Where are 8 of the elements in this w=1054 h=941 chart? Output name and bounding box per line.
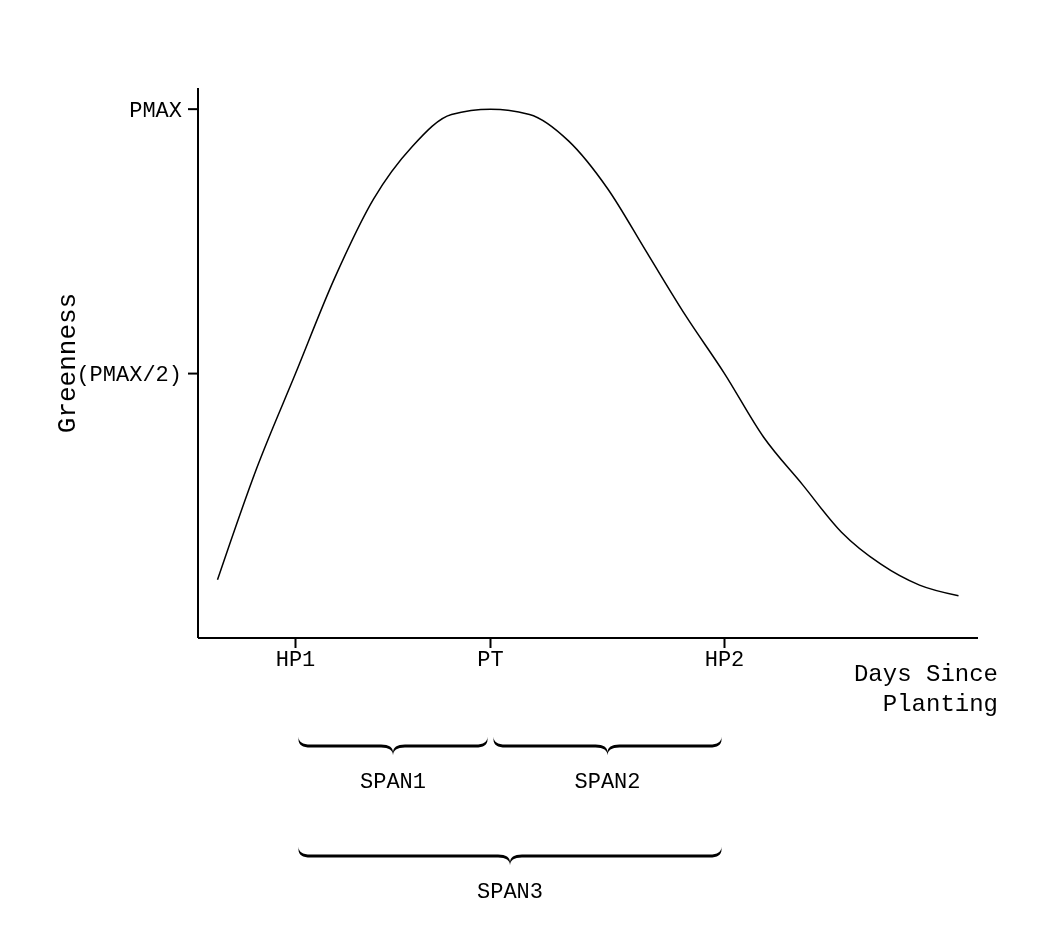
x-axis-title: Days Since Planting bbox=[852, 660, 998, 720]
text: SPAN3 bbox=[476, 880, 544, 905]
text: SPAN1 bbox=[359, 770, 427, 795]
x-tick-label: HP2 bbox=[704, 647, 745, 673]
x-tick-label: PT bbox=[477, 647, 504, 673]
x-tick-label: HP1 bbox=[275, 647, 316, 673]
text: PMAX bbox=[129, 98, 182, 124]
text: SPAN2 bbox=[574, 770, 641, 795]
